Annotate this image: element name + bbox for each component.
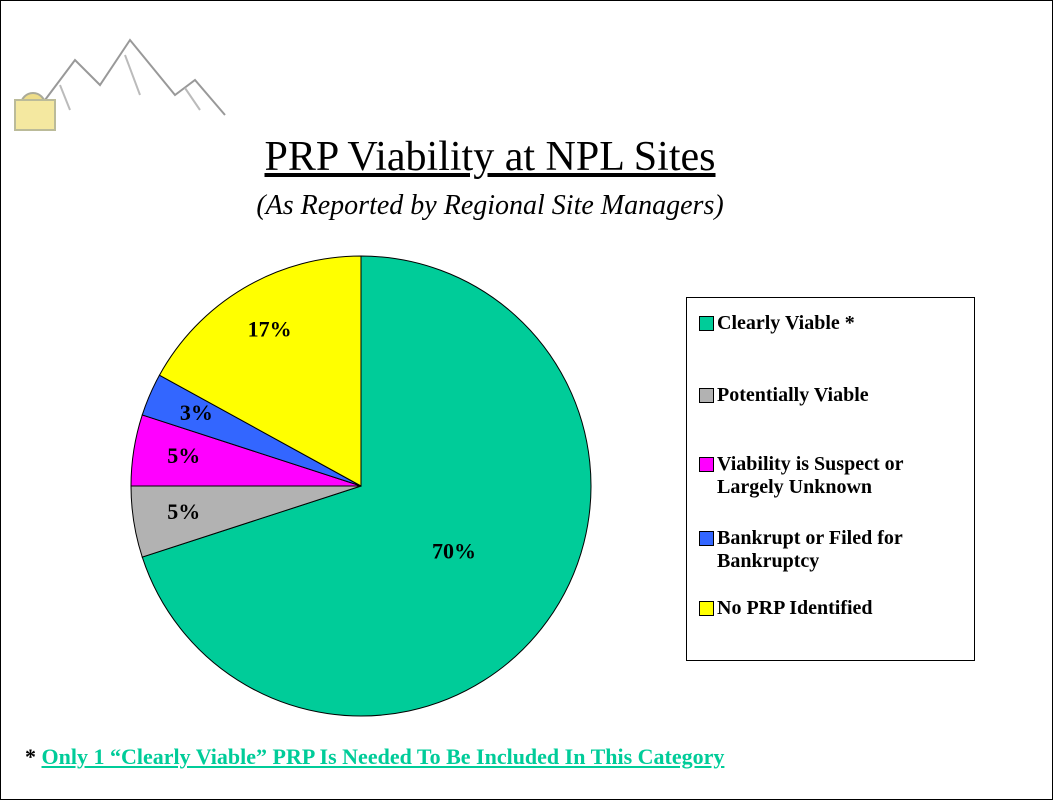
value-label: 70% bbox=[432, 539, 476, 564]
legend-label: Clearly Viable * bbox=[717, 312, 855, 335]
legend-label: Viability is Suspect or Largely Unknown bbox=[717, 453, 969, 499]
footnote: * Only 1 “Clearly Viable” PRP Is Needed … bbox=[25, 744, 724, 770]
legend-swatch bbox=[699, 601, 714, 616]
footnote-mark: * bbox=[25, 744, 36, 769]
logo bbox=[15, 40, 225, 130]
subtitle: (As Reported by Regional Site Managers) bbox=[0, 190, 980, 222]
legend-label: No PRP Identified bbox=[717, 597, 873, 620]
legend-item: No PRP Identified bbox=[699, 597, 969, 620]
legend-swatch bbox=[699, 531, 714, 546]
legend-item: Viability is Suspect or Largely Unknown bbox=[699, 453, 969, 499]
value-label: 5% bbox=[167, 443, 200, 468]
legend-label: Potentially Viable bbox=[717, 384, 869, 407]
legend-item: Bankrupt or Filed for Bankruptcy bbox=[699, 527, 969, 573]
legend-swatch bbox=[699, 316, 714, 331]
legend: Clearly Viable * Potentially Viable Viabil… bbox=[686, 297, 975, 661]
legend-label: Bankrupt or Filed for Bankruptcy bbox=[717, 527, 969, 573]
slide: 70%5%5%3%17% PRP Viability at NPL Sites … bbox=[0, 0, 1053, 800]
value-label: 17% bbox=[248, 317, 292, 342]
value-label: 5% bbox=[167, 499, 200, 524]
legend-swatch bbox=[699, 457, 714, 472]
value-label: 3% bbox=[180, 400, 213, 425]
legend-swatch bbox=[699, 388, 714, 403]
legend-item: Clearly Viable * bbox=[699, 312, 969, 335]
legend-item: Potentially Viable bbox=[699, 384, 969, 407]
footnote-text: Only 1 “Clearly Viable” PRP Is Needed To… bbox=[42, 744, 725, 769]
title: PRP Viability at NPL Sites bbox=[0, 133, 980, 181]
